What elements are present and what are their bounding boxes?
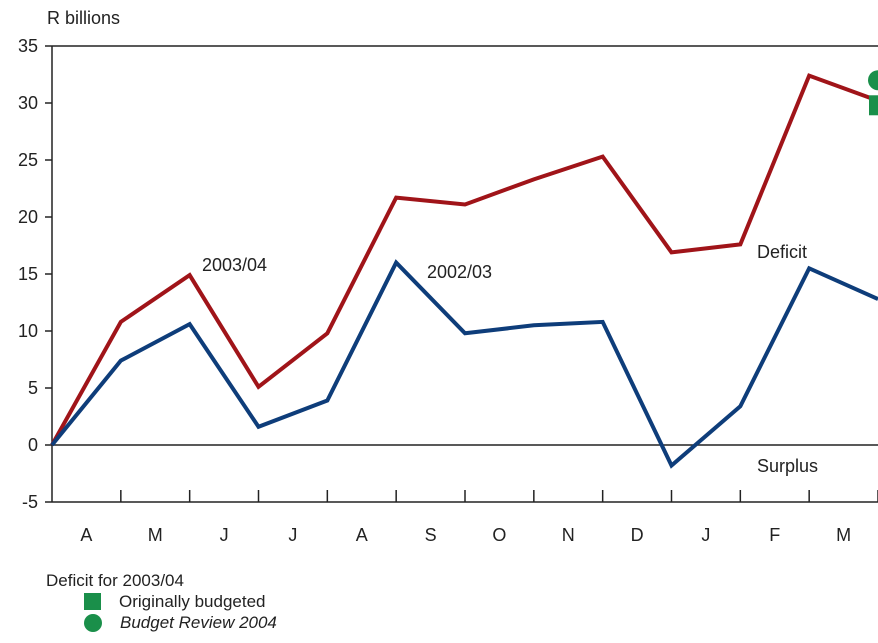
circle-marker-icon xyxy=(84,614,102,632)
series-label-2002-03: 2002/03 xyxy=(427,262,492,282)
x-tick-label: S xyxy=(425,525,437,545)
y-tick-label: 5 xyxy=(28,378,38,398)
y-tick-label: 35 xyxy=(18,36,38,56)
y-tick-label: 25 xyxy=(18,150,38,170)
x-tick-label: D xyxy=(631,525,644,545)
square-marker-icon xyxy=(84,593,101,610)
legend-title: Deficit for 2003/04 xyxy=(46,570,277,591)
x-tick-label: F xyxy=(769,525,780,545)
legend: Deficit for 2003/04 Originally budgeted … xyxy=(46,570,277,633)
y-tick-label: 15 xyxy=(18,264,38,284)
x-tick-label: J xyxy=(701,525,710,545)
y-tick-label: 20 xyxy=(18,207,38,227)
x-tick-label: O xyxy=(492,525,506,545)
x-tick-label: A xyxy=(80,525,92,545)
originally-budgeted-marker xyxy=(869,95,878,115)
legend-label: Budget Review 2004 xyxy=(120,612,277,633)
x-tick-label: M xyxy=(148,525,163,545)
deficit-annotation: Deficit xyxy=(757,242,807,262)
y-tick-label: 0 xyxy=(28,435,38,455)
y-tick-label: -5 xyxy=(22,492,38,512)
x-tick-label: J xyxy=(288,525,297,545)
series-label-2003-04: 2003/04 xyxy=(202,255,267,275)
x-tick-label: J xyxy=(220,525,229,545)
legend-item-budget-review: Budget Review 2004 xyxy=(84,612,277,633)
series-line-2003-04 xyxy=(52,76,878,445)
y-axis-label: R billions xyxy=(47,8,120,28)
budget-review-marker xyxy=(868,70,878,90)
x-tick-label: M xyxy=(836,525,851,545)
y-tick-label: 30 xyxy=(18,93,38,113)
legend-label: Originally budgeted xyxy=(119,591,265,612)
series-line-2002-03 xyxy=(52,263,878,466)
y-tick-label: 10 xyxy=(18,321,38,341)
x-tick-label: A xyxy=(356,525,368,545)
legend-item-originally-budgeted: Originally budgeted xyxy=(84,591,277,612)
surplus-annotation: Surplus xyxy=(757,456,818,476)
x-tick-label: N xyxy=(562,525,575,545)
